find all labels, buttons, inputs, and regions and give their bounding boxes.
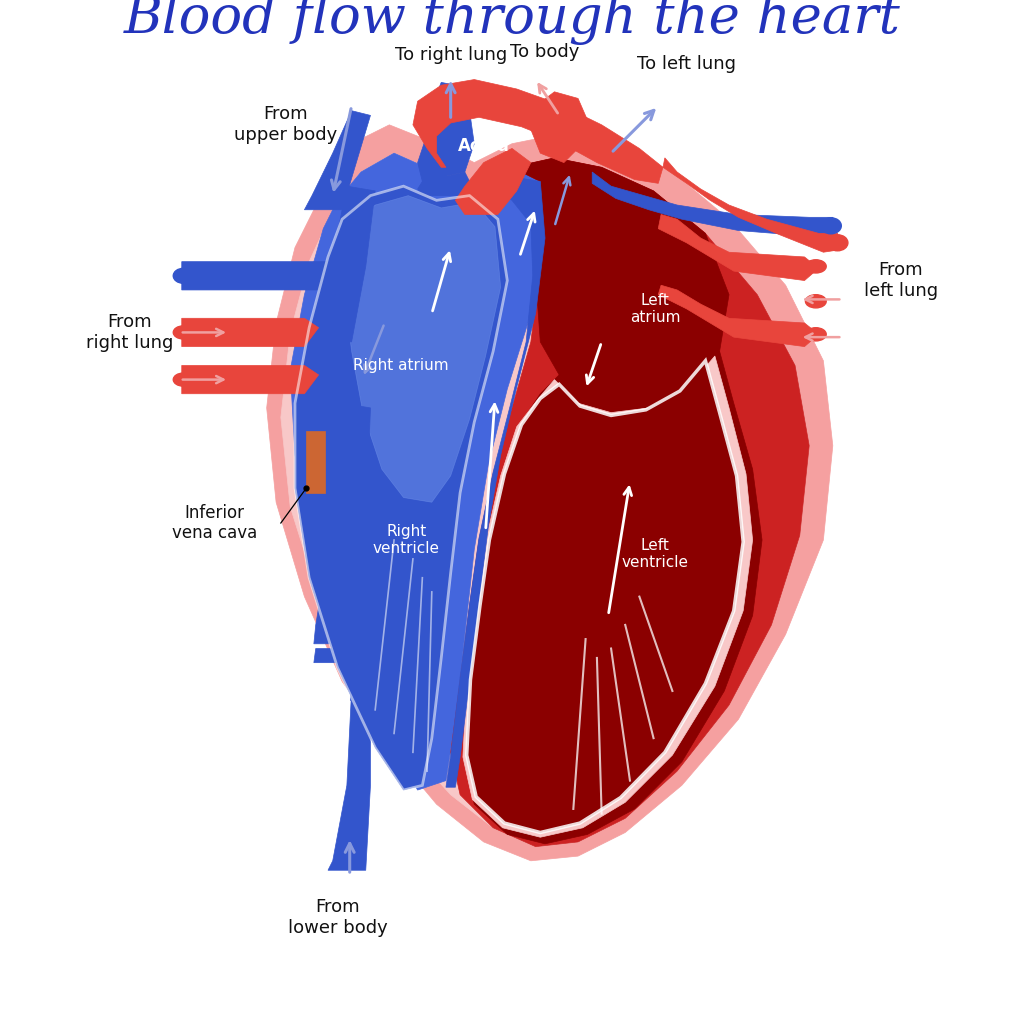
Polygon shape bbox=[295, 186, 507, 791]
Ellipse shape bbox=[806, 295, 826, 308]
Text: From
lower body: From lower body bbox=[288, 898, 387, 937]
Polygon shape bbox=[463, 356, 753, 838]
Polygon shape bbox=[530, 92, 588, 163]
Polygon shape bbox=[313, 634, 375, 663]
Polygon shape bbox=[304, 111, 371, 210]
Ellipse shape bbox=[806, 260, 826, 273]
Polygon shape bbox=[456, 148, 530, 214]
Text: Blood flow through the heart: Blood flow through the heart bbox=[124, 0, 900, 45]
Text: From
upper body: From upper body bbox=[233, 105, 337, 144]
Text: To left lung: To left lung bbox=[637, 55, 736, 73]
Text: From
left lung: From left lung bbox=[863, 261, 938, 300]
Ellipse shape bbox=[173, 326, 194, 339]
Text: From
right lung: From right lung bbox=[86, 313, 173, 352]
Polygon shape bbox=[465, 351, 762, 844]
Polygon shape bbox=[306, 431, 326, 493]
Polygon shape bbox=[181, 366, 318, 394]
Text: Left
ventricle: Left ventricle bbox=[622, 538, 689, 570]
Text: Inferior
vena cava: Inferior vena cava bbox=[172, 504, 257, 543]
Text: Right atrium: Right atrium bbox=[353, 358, 449, 373]
Text: To body: To body bbox=[510, 43, 580, 60]
Polygon shape bbox=[467, 360, 743, 833]
Ellipse shape bbox=[820, 218, 842, 233]
Polygon shape bbox=[663, 158, 843, 252]
Polygon shape bbox=[181, 262, 351, 290]
Polygon shape bbox=[181, 318, 318, 346]
Ellipse shape bbox=[173, 373, 194, 386]
Polygon shape bbox=[266, 125, 833, 861]
Polygon shape bbox=[592, 172, 833, 237]
Ellipse shape bbox=[806, 328, 826, 341]
Text: Aorta: Aorta bbox=[458, 136, 510, 155]
Polygon shape bbox=[658, 214, 818, 281]
Polygon shape bbox=[445, 177, 545, 787]
Polygon shape bbox=[658, 286, 818, 346]
Polygon shape bbox=[413, 80, 663, 183]
Polygon shape bbox=[418, 82, 474, 181]
Polygon shape bbox=[344, 196, 501, 502]
Text: Right
ventricle: Right ventricle bbox=[373, 524, 440, 556]
Polygon shape bbox=[290, 154, 545, 791]
Text: Left
atrium: Left atrium bbox=[630, 293, 681, 325]
Ellipse shape bbox=[827, 234, 848, 251]
Polygon shape bbox=[350, 639, 373, 700]
Polygon shape bbox=[281, 154, 809, 847]
Polygon shape bbox=[313, 403, 371, 644]
Text: To right lung: To right lung bbox=[394, 45, 507, 63]
Polygon shape bbox=[451, 158, 809, 847]
Polygon shape bbox=[418, 172, 470, 196]
Ellipse shape bbox=[173, 268, 194, 284]
Polygon shape bbox=[512, 158, 729, 408]
Polygon shape bbox=[309, 186, 375, 342]
Polygon shape bbox=[328, 691, 371, 870]
